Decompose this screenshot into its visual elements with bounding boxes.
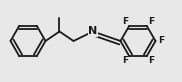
Text: F: F <box>148 56 154 65</box>
Text: F: F <box>122 56 128 65</box>
Text: F: F <box>148 17 154 26</box>
Text: N: N <box>88 26 98 36</box>
Text: F: F <box>159 36 165 46</box>
Text: F: F <box>122 17 128 26</box>
